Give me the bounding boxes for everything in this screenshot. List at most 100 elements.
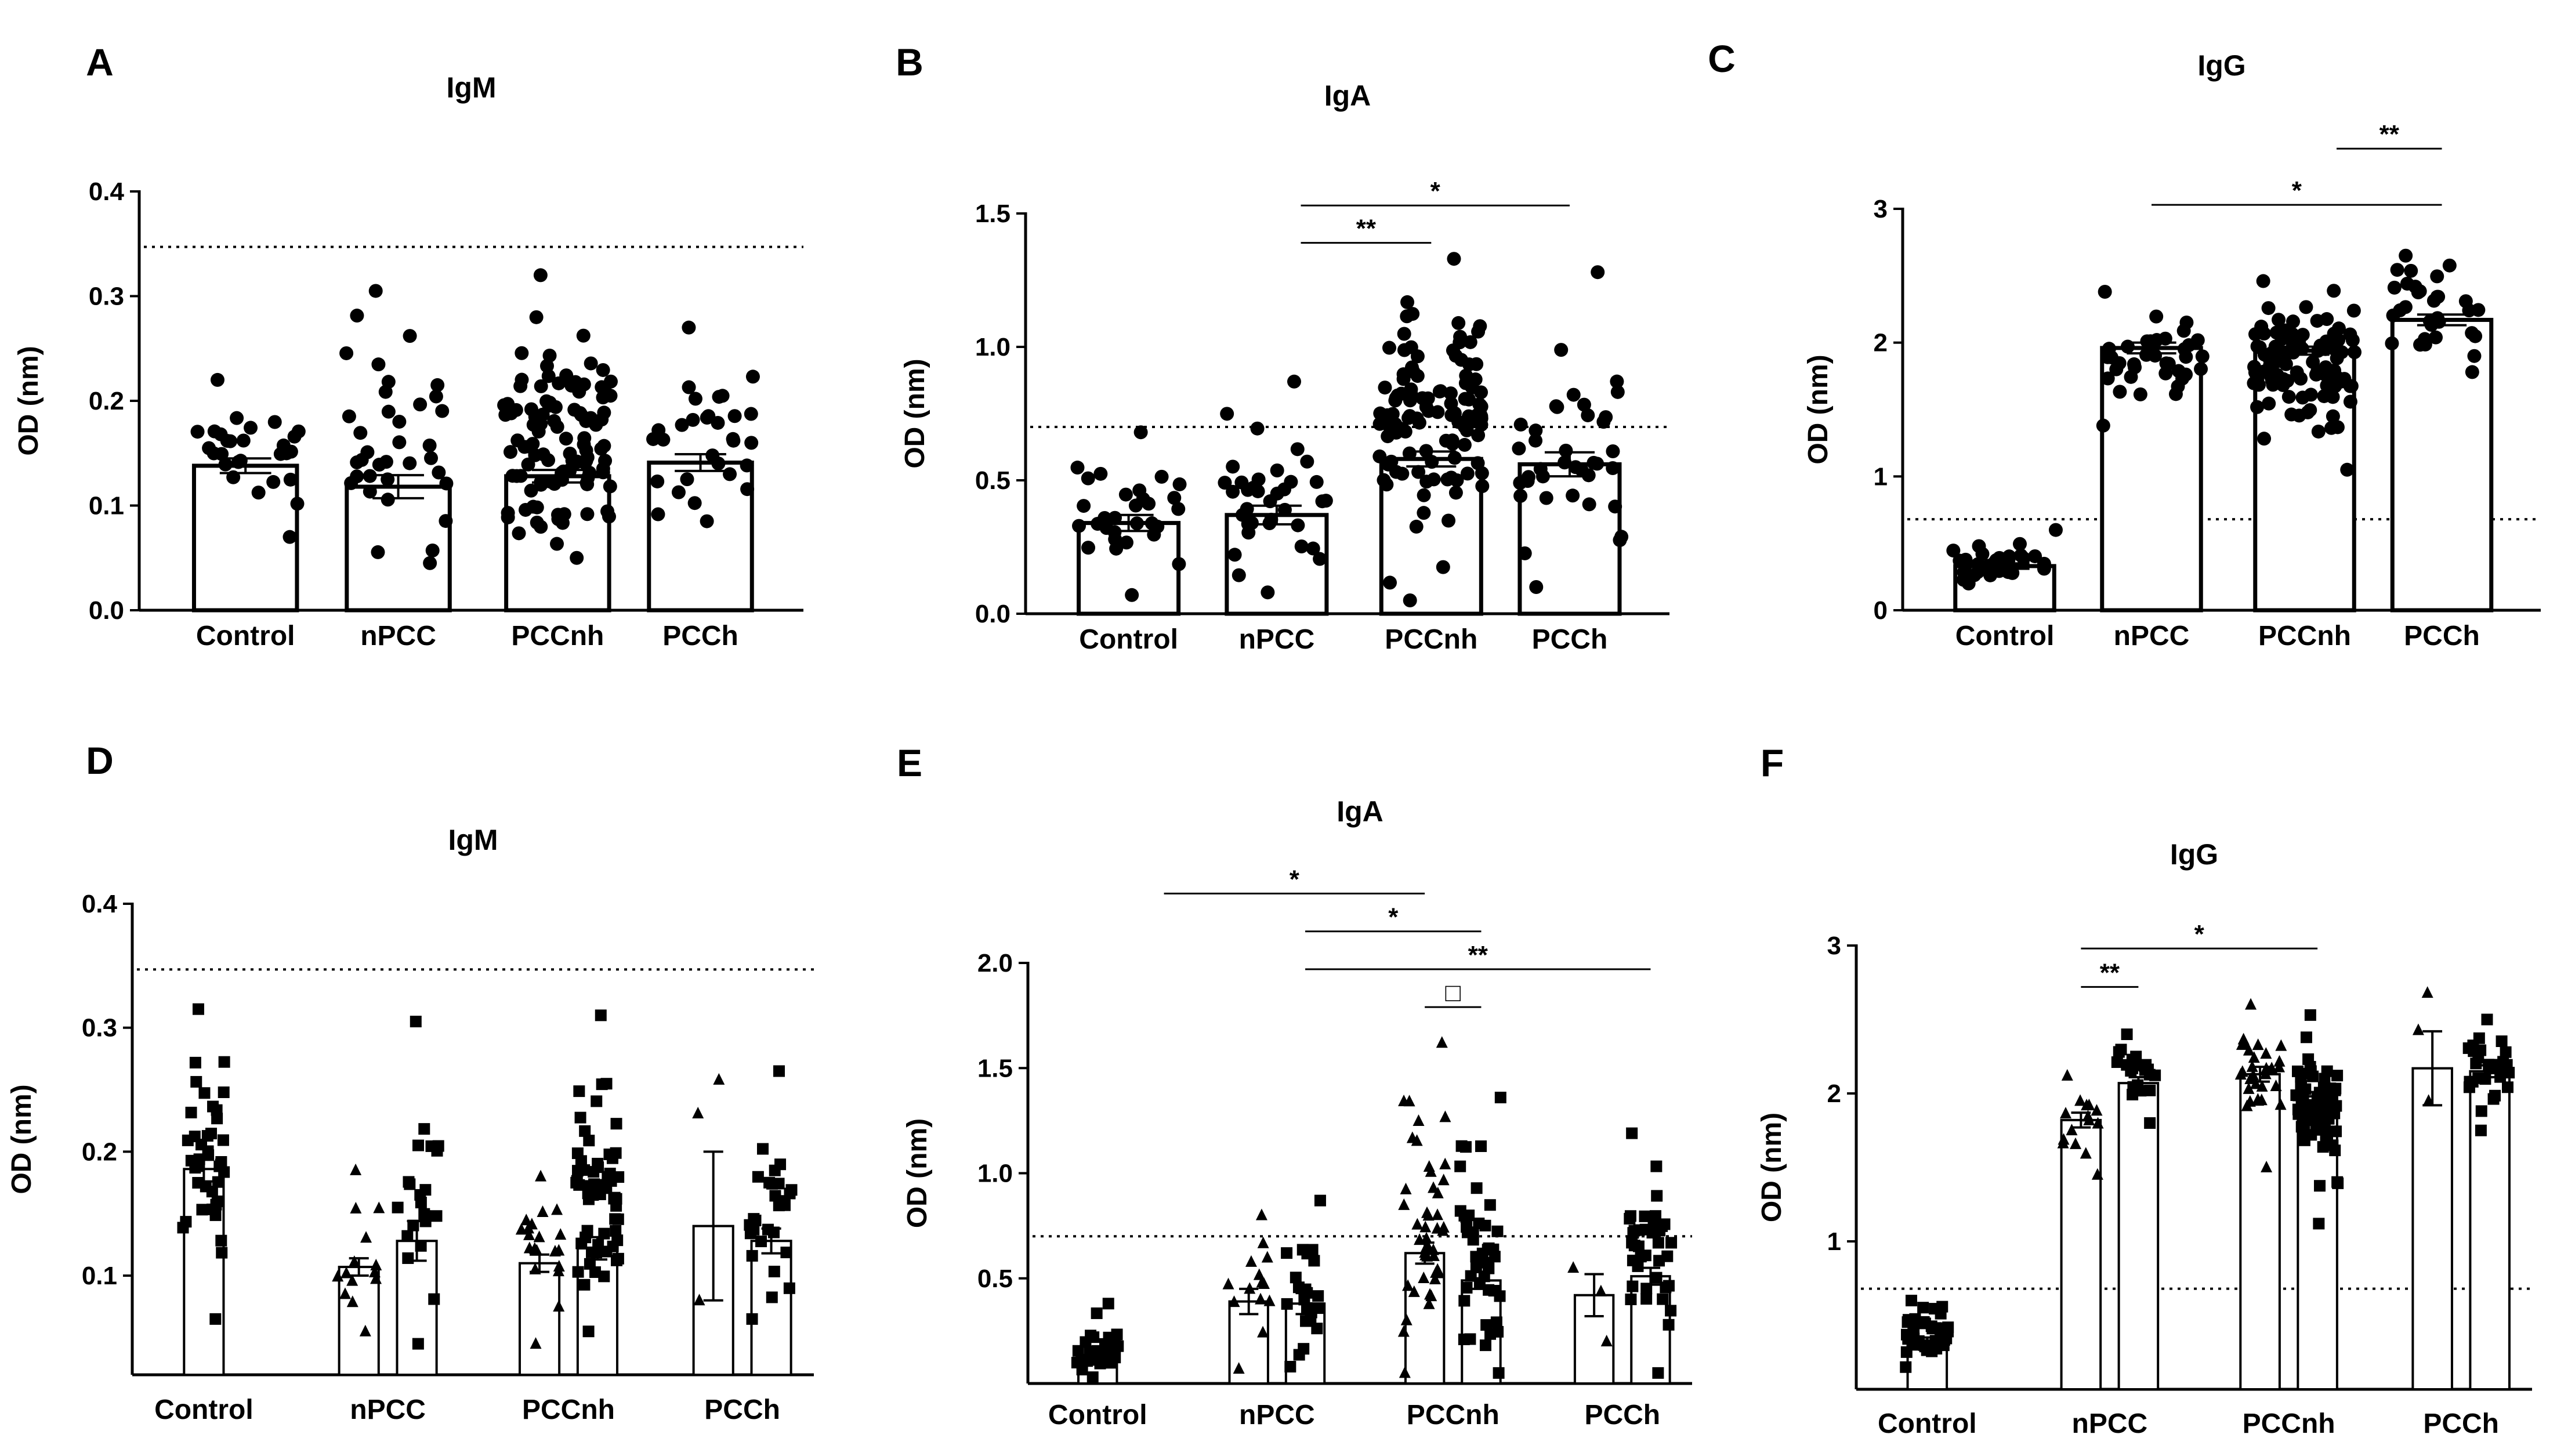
data-point-e bbox=[1424, 1288, 1436, 1300]
data-point-a bbox=[350, 469, 364, 484]
data-point-c bbox=[2250, 400, 2265, 414]
data-point-a bbox=[680, 472, 694, 487]
data-point-f bbox=[1905, 1295, 1917, 1306]
data-point-e bbox=[1625, 1293, 1637, 1305]
data-point-a bbox=[353, 426, 368, 440]
data-point-a bbox=[363, 484, 377, 499]
data-point-a bbox=[378, 385, 393, 399]
data-point-d bbox=[350, 1201, 362, 1214]
data-point-b bbox=[1072, 519, 1086, 533]
data-point-f bbox=[2501, 1081, 2513, 1093]
data-point-b bbox=[1400, 295, 1415, 309]
data-point-b bbox=[1591, 265, 1605, 280]
data-point-d bbox=[582, 1325, 595, 1338]
data-point-b bbox=[1377, 473, 1391, 487]
data-point-b bbox=[1606, 444, 1620, 458]
data-point-e bbox=[1439, 1157, 1451, 1169]
data-point-a bbox=[596, 461, 610, 476]
data-point-c bbox=[2113, 385, 2127, 399]
y-tick-label-a: 0.3 bbox=[89, 282, 124, 311]
data-point-d bbox=[415, 1197, 427, 1209]
data-point-b bbox=[1091, 517, 1105, 531]
data-point-e bbox=[1493, 1367, 1505, 1379]
data-point-f bbox=[1902, 1333, 1914, 1345]
data-point-f bbox=[2304, 1009, 2316, 1021]
data-point-b bbox=[1378, 381, 1392, 395]
data-point-f bbox=[2256, 1080, 2268, 1092]
y-tick-label-d: 0.4 bbox=[82, 890, 118, 918]
data-point-f bbox=[2091, 1104, 2103, 1116]
data-point-d bbox=[610, 1118, 622, 1130]
data-point-f bbox=[1900, 1361, 1912, 1373]
data-point-f bbox=[2248, 1051, 2260, 1063]
category-label-a: PCCh bbox=[662, 621, 738, 651]
y-tick-label-c: 3 bbox=[1874, 195, 1888, 223]
data-point-d bbox=[215, 1158, 227, 1171]
data-point-f bbox=[2080, 1147, 2092, 1159]
data-point-a bbox=[651, 423, 666, 437]
data-point-a bbox=[723, 467, 737, 481]
data-point-e bbox=[1470, 1251, 1482, 1263]
data-point-a bbox=[745, 370, 760, 384]
data-point-a bbox=[354, 452, 369, 467]
data-point-e bbox=[1646, 1227, 1658, 1239]
data-point-b bbox=[1154, 469, 1169, 484]
data-point-e bbox=[1421, 1232, 1433, 1244]
data-point-e bbox=[1595, 1284, 1607, 1296]
data-point-c bbox=[2100, 350, 2115, 364]
data-point-d bbox=[784, 1187, 796, 1200]
y-tick-label-c: 1 bbox=[1874, 462, 1888, 491]
data-point-b bbox=[1129, 516, 1144, 531]
data-point-d bbox=[766, 1291, 778, 1303]
data-point-d bbox=[350, 1163, 362, 1175]
data-point-d bbox=[578, 1278, 591, 1291]
data-point-e bbox=[1427, 1243, 1439, 1255]
data-point-d bbox=[572, 1266, 584, 1278]
data-point-b bbox=[1147, 527, 1161, 542]
data-point-f bbox=[2121, 1028, 2133, 1040]
data-point-b bbox=[1384, 454, 1399, 469]
data-point-d bbox=[574, 1111, 586, 1124]
data-point-b bbox=[1513, 417, 1528, 432]
data-point-c bbox=[2399, 248, 2413, 263]
data-point-b bbox=[1535, 469, 1550, 484]
data-point-b bbox=[1406, 307, 1420, 321]
data-point-b bbox=[1471, 456, 1485, 470]
data-point-a bbox=[392, 435, 407, 450]
data-point-a bbox=[368, 284, 383, 298]
data-point-d bbox=[196, 1204, 208, 1216]
data-point-a bbox=[513, 469, 528, 483]
data-point-b bbox=[1614, 530, 1629, 544]
data-point-f bbox=[2252, 1038, 2264, 1051]
data-point-f bbox=[2252, 1094, 2265, 1106]
data-point-a bbox=[524, 402, 538, 416]
data-point-d bbox=[526, 1218, 538, 1230]
data-point-a bbox=[282, 530, 297, 544]
data-point-d bbox=[368, 1266, 381, 1278]
data-point-a bbox=[371, 545, 385, 559]
data-point-b bbox=[1294, 539, 1309, 553]
data-point-b bbox=[1081, 471, 1095, 486]
data-point-b bbox=[1539, 491, 1553, 505]
data-point-f bbox=[1925, 1320, 1937, 1332]
data-point-d bbox=[535, 1169, 547, 1182]
data-point-e bbox=[1425, 1165, 1437, 1177]
data-point-c bbox=[2098, 285, 2112, 299]
data-point-d bbox=[185, 1106, 197, 1118]
data-point-e bbox=[1652, 1367, 1664, 1379]
data-point-c bbox=[2398, 300, 2413, 314]
data-point-e bbox=[1651, 1190, 1663, 1202]
data-point-d bbox=[575, 1155, 587, 1167]
data-point-c bbox=[2326, 409, 2340, 423]
data-point-a bbox=[218, 457, 233, 472]
data-point-c bbox=[2247, 376, 2261, 390]
bar-a bbox=[647, 460, 754, 613]
data-point-b bbox=[1403, 393, 1417, 408]
data-point-d bbox=[209, 1209, 222, 1221]
data-point-b bbox=[1421, 391, 1435, 405]
data-point-f bbox=[2250, 1077, 2262, 1089]
data-point-a bbox=[700, 514, 714, 528]
data-point-c bbox=[2386, 308, 2400, 323]
data-point-f bbox=[2324, 1093, 2337, 1105]
